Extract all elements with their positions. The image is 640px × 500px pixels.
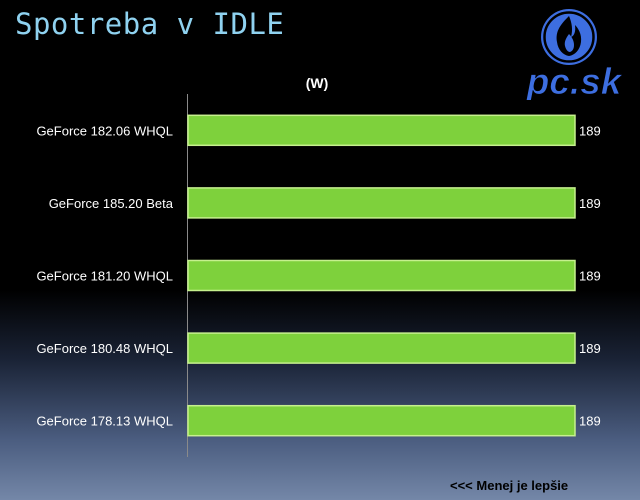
bar-3 bbox=[187, 259, 576, 292]
bar-5 bbox=[187, 404, 576, 437]
category-label-2: GeForce 185.20 Beta bbox=[49, 196, 174, 211]
footnote: <<< Menej je lepšie bbox=[450, 478, 569, 493]
flame-icon bbox=[541, 9, 597, 65]
category-label-1: GeForce 182.06 WHQL bbox=[36, 123, 173, 138]
slide-title: Spotreba v IDLE bbox=[15, 7, 285, 41]
value-label-5: 189 bbox=[579, 414, 601, 429]
value-label-1: 189 bbox=[579, 123, 601, 138]
bar-4 bbox=[187, 332, 576, 364]
bar-1 bbox=[187, 114, 576, 147]
bars-group: GeForce 182.06 WHQL 189 GeForce 185.20 Bet… bbox=[36, 114, 601, 437]
value-label-2: 189 bbox=[579, 196, 601, 211]
category-label-4: GeForce 180.48 WHQL bbox=[36, 341, 173, 356]
pcsk-logo: pc.sk bbox=[525, 9, 624, 100]
category-label-3: GeForce 181.20 WHQL bbox=[36, 269, 173, 284]
bar-2 bbox=[187, 187, 576, 219]
value-label-3: 189 bbox=[579, 269, 601, 284]
unit-label: (W) bbox=[306, 75, 329, 91]
value-label-4: 189 bbox=[579, 341, 601, 356]
logo-text: pc.sk bbox=[526, 61, 624, 100]
category-label-5: GeForce 178.13 WHQL bbox=[36, 414, 173, 429]
